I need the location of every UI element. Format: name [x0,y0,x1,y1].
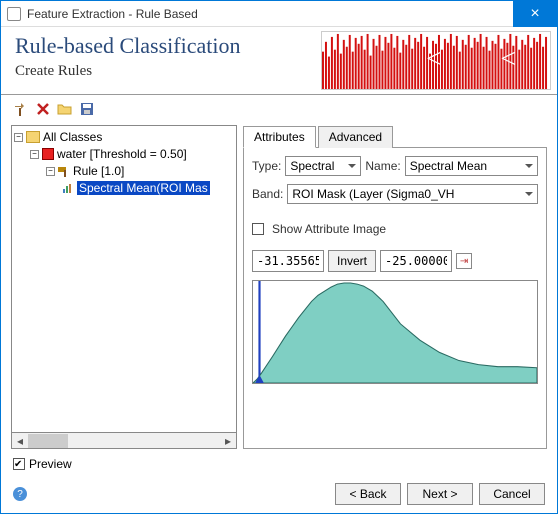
close-icon[interactable]: × [513,1,557,27]
dialog-window: Feature Extraction - Rule Based × Rule-b… [0,0,558,514]
toolbar [1,95,557,123]
titlebar: Feature Extraction - Rule Based × [1,1,557,27]
scroll-left-icon[interactable]: ◂ [12,434,28,448]
folder-icon [26,131,40,143]
tab-attributes[interactable]: Attributes [243,126,316,148]
type-select[interactable]: Spectral [285,156,361,176]
collapse-icon[interactable]: − [14,133,23,142]
high-value-input[interactable] [380,250,452,272]
tree-label: Rule [1.0] [73,164,124,178]
tree-node-rule[interactable]: − Rule [1.0] [46,163,234,179]
name-select[interactable]: Spectral Mean [405,156,538,176]
save-icon[interactable] [79,101,95,117]
tab-advanced[interactable]: Advanced [318,126,393,148]
scroll-right-icon[interactable]: ▸ [220,434,236,448]
low-value-input[interactable] [252,250,324,272]
page-title: Rule-based Classification [15,33,307,59]
collapse-icon[interactable]: − [46,167,55,176]
type-label: Type: [252,159,281,173]
svg-text:<: < [500,42,516,73]
show-attr-checkbox[interactable] [252,223,264,235]
invert-button[interactable]: Invert [328,250,376,272]
tab-bar: Attributes Advanced [243,125,547,148]
preview-label: Preview [29,457,72,471]
range-select-icon[interactable]: ⇥ [456,253,472,269]
name-label: Name: [365,159,400,173]
page-subtitle: Create Rules [15,63,307,80]
delete-icon[interactable] [35,101,51,117]
tree-label-selected: Spectral Mean(ROI Mas [77,181,210,195]
help-icon[interactable]: ? [13,487,27,501]
tree-node-class[interactable]: − water [Threshold = 0.50] [30,146,234,162]
next-button[interactable]: Next > [407,483,473,505]
footer: Preview ? < Back Next > Cancel [1,453,557,513]
app-icon [7,7,21,21]
window-title: Feature Extraction - Rule Based [27,7,513,21]
collapse-icon[interactable]: − [30,150,39,159]
back-button[interactable]: < Back [335,483,401,505]
tree-node-attribute[interactable]: Spectral Mean(ROI Mas [62,180,234,196]
histogram-canvas[interactable] [252,280,538,384]
hammer-icon [58,165,70,177]
tree-node-all-classes[interactable]: − All Classes [14,129,234,145]
header-banner: Rule-based Classification Create Rules [1,27,557,95]
preview-checkbox[interactable] [13,458,25,470]
band-label: Band: [252,187,283,201]
tree-scrollbar[interactable]: ◂ ▸ [11,433,237,449]
banner-graphic: < < [321,31,551,90]
svg-text:<: < [426,42,442,73]
graph-icon [62,182,74,194]
show-attr-label: Show Attribute Image [272,222,386,236]
cancel-button[interactable]: Cancel [479,483,545,505]
scroll-thumb[interactable] [28,434,68,448]
class-tree[interactable]: − All Classes − water [Threshold = 0.50] [11,125,237,433]
folder-open-icon[interactable] [57,101,73,117]
tree-label: water [Threshold = 0.50] [57,147,187,161]
class-color-icon [42,148,54,160]
tree-label: All Classes [43,130,102,144]
band-select[interactable]: ROI Mask (Layer (Sigma0_VH [287,184,538,204]
hammer-icon[interactable] [13,101,29,117]
